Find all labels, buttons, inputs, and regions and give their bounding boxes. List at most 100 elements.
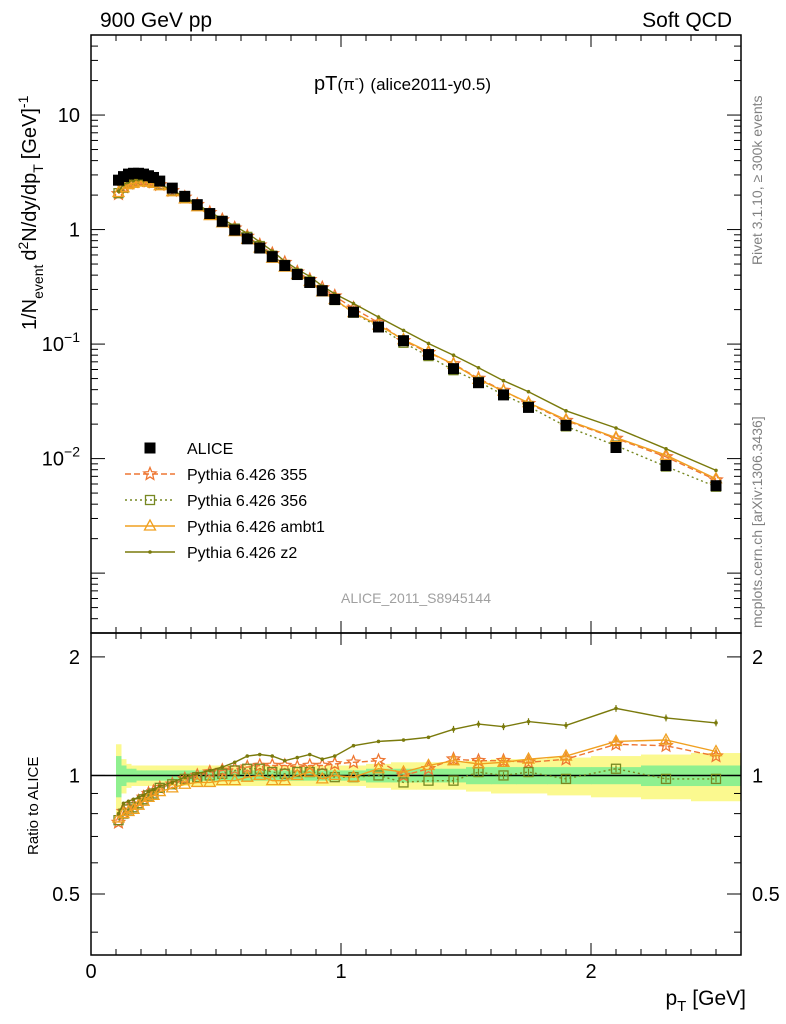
legend-label: Pythia 6.426 ambt1 xyxy=(187,519,325,536)
legend-label: Pythia 6.426 355 xyxy=(187,467,307,484)
series-point xyxy=(376,315,381,319)
ratio-point xyxy=(141,789,156,802)
ratio-point xyxy=(710,773,722,785)
plot-title-close: ) xyxy=(359,75,365,94)
series-point xyxy=(564,409,568,413)
series-point xyxy=(451,353,456,358)
ratio-point xyxy=(116,806,131,819)
ratio-point xyxy=(523,766,534,778)
ratio-point xyxy=(396,764,411,777)
ratio-point xyxy=(471,756,486,769)
ratio-point xyxy=(217,768,228,779)
data-point xyxy=(166,182,178,194)
series-point xyxy=(501,378,506,383)
legend-label: Pythia 6.426 z2 xyxy=(187,545,297,562)
ratio-point xyxy=(376,739,381,744)
ratio-point xyxy=(327,755,343,771)
ratio-y-axis-label: Ratio to ALICE xyxy=(25,757,42,855)
ratio-point xyxy=(371,761,386,774)
y-tick-label-exp: −1 xyxy=(64,329,80,345)
ratio-point xyxy=(560,773,572,785)
ratio-point xyxy=(315,771,329,784)
ratio-point xyxy=(421,758,436,771)
ratio-point xyxy=(170,780,175,785)
y-label-unit: [GeV] xyxy=(19,108,41,159)
y-label-pre-sub: event xyxy=(30,265,46,299)
ratio-point xyxy=(203,775,217,788)
ratio-point xyxy=(220,765,225,769)
plot-title: pT(π-) (alice2011-y0.5) xyxy=(314,71,491,95)
ratio-point xyxy=(292,766,303,778)
data-point xyxy=(154,175,166,187)
ratio-point xyxy=(614,706,618,711)
series-line xyxy=(117,179,717,481)
series-point xyxy=(476,365,481,370)
ratio-point xyxy=(257,752,262,757)
series-point xyxy=(126,175,141,188)
ratio-point xyxy=(401,738,406,742)
series-point xyxy=(116,180,131,193)
ratio-point xyxy=(242,763,253,774)
y-tick-label-base: 10 xyxy=(42,334,64,356)
series-point xyxy=(526,389,531,394)
y-label-d-sup: 2 xyxy=(15,242,31,250)
data-point xyxy=(348,306,359,318)
data-point xyxy=(304,276,316,288)
data-point xyxy=(179,190,191,202)
ratio-point xyxy=(151,787,156,792)
ratio-point xyxy=(131,797,146,810)
ratio-point xyxy=(446,753,461,766)
x-axis-label: pT [GeV] xyxy=(665,987,746,1015)
ratio-point xyxy=(609,734,623,747)
ratio-point xyxy=(228,773,242,786)
ratio-point xyxy=(126,799,131,804)
series-point xyxy=(609,430,623,443)
y-axis-label: 1/Nevent d2N/dy/dpT [GeV]-1 xyxy=(15,95,46,330)
legend-label: ALICE xyxy=(187,441,233,458)
y-tick-label: 1 xyxy=(69,220,80,242)
ratio-point xyxy=(240,769,254,782)
ratio-point xyxy=(232,760,237,765)
ratio-point xyxy=(303,764,317,777)
legend-label: Pythia 6.426 356 xyxy=(187,493,307,510)
x-tick-label: 2 xyxy=(585,961,596,983)
ratio-tick-label-left: 0.5 xyxy=(52,884,80,906)
series-point xyxy=(351,301,356,306)
y-tick-label: 10 xyxy=(58,105,80,127)
ratio-point xyxy=(448,775,459,786)
ratio-point xyxy=(116,811,121,816)
header-left: 900 GeV pp xyxy=(100,9,212,32)
ratio-point xyxy=(136,793,151,806)
series-point xyxy=(401,328,406,333)
ratio-point xyxy=(526,719,531,724)
ratio-point xyxy=(131,797,136,802)
ratio-point xyxy=(559,748,573,761)
series-line xyxy=(118,180,717,480)
ratio-point xyxy=(146,788,161,801)
ratio-point xyxy=(215,773,229,786)
ratio-point xyxy=(111,810,126,823)
ratio-point xyxy=(165,780,179,793)
data-point xyxy=(448,363,459,375)
ratio-point xyxy=(146,789,151,794)
legend: ALICE Pythia 6.426 355 Pythia 6.426 356 Pyt… xyxy=(125,441,325,562)
ratio-series-pythia-6-426-z2 xyxy=(116,705,718,816)
ratio-point xyxy=(714,721,718,725)
x-label-sub: T xyxy=(677,998,686,1015)
ratio-tick-label-right: 0.5 xyxy=(752,884,780,906)
series-pythia-6-426-355 xyxy=(110,172,724,487)
ratio-point xyxy=(279,768,290,779)
y-label-mid-sub: T xyxy=(30,164,46,173)
rivet-label: Rivet 3.1.10, ≥ 300k events xyxy=(749,95,765,265)
data-point xyxy=(523,401,534,413)
y-tick-label: 10−2 xyxy=(42,444,80,471)
data-point xyxy=(291,269,303,281)
data-point xyxy=(316,285,328,297)
data-point xyxy=(473,377,484,389)
x-tick-label: 0 xyxy=(85,961,96,983)
ratio-point xyxy=(659,732,673,745)
data-point xyxy=(254,242,266,254)
main-frame xyxy=(90,34,742,634)
